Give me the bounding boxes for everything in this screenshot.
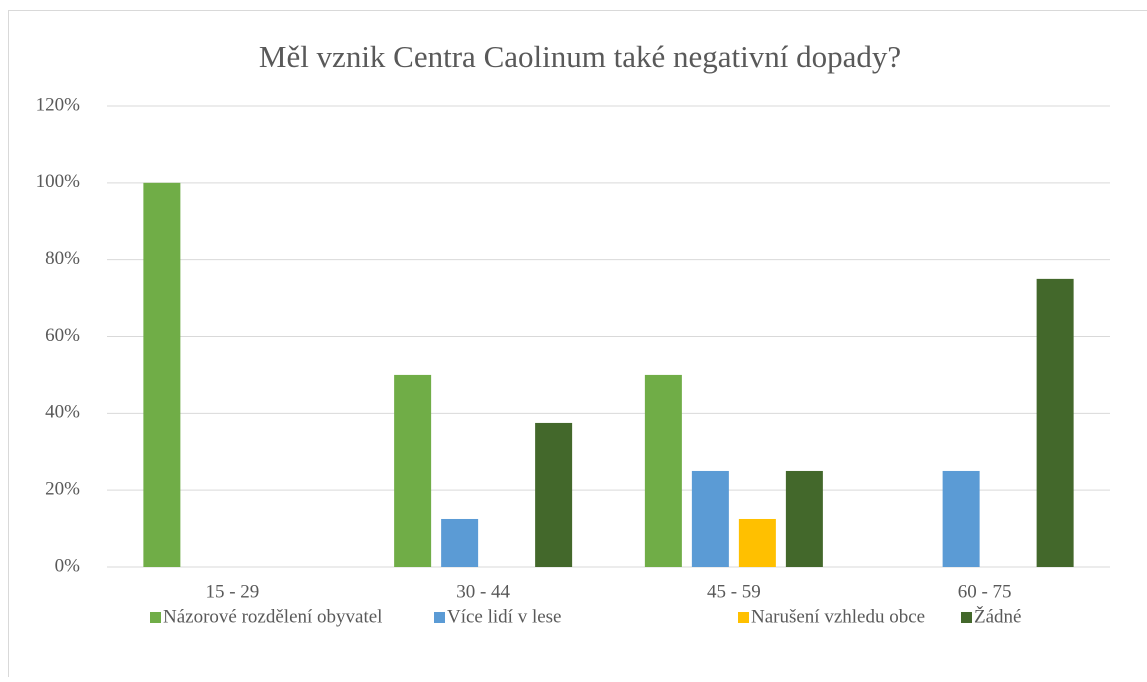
legend-label: Žádné <box>974 605 1021 627</box>
y-tick-label: 100% <box>36 171 81 192</box>
bar <box>394 375 431 567</box>
x-tick-label: 45 - 59 <box>707 581 761 602</box>
y-tick-label: 80% <box>45 248 80 269</box>
y-tick-label: 120% <box>36 94 81 115</box>
x-tick-label: 30 - 44 <box>456 581 510 602</box>
bar <box>786 471 823 567</box>
y-tick-label: 40% <box>45 402 80 423</box>
legend-label: Názorové rozdělení obyvatel <box>163 606 382 627</box>
legend-swatch <box>738 612 749 623</box>
legend-label: Narušení vzhledu obce <box>751 606 925 627</box>
x-tick-label: 15 - 29 <box>205 581 259 602</box>
bar <box>535 423 572 567</box>
y-tick-label: 20% <box>45 479 80 500</box>
bar <box>943 471 980 567</box>
bar <box>441 519 478 567</box>
legend-swatch <box>961 612 972 623</box>
bar <box>739 519 776 567</box>
legend-swatch <box>150 612 161 623</box>
y-tick-label: 0% <box>55 555 81 576</box>
x-tick-label: 60 - 75 <box>958 581 1012 602</box>
legend-label: Více lidí v lese <box>447 606 562 627</box>
legend-swatch <box>434 612 445 623</box>
bar <box>1037 279 1074 567</box>
y-tick-label: 60% <box>45 325 80 346</box>
bar <box>645 375 682 567</box>
bar <box>143 183 180 567</box>
chart-title: Měl vznik Centra Caolinum také negativní… <box>259 39 901 74</box>
bar <box>692 471 729 567</box>
